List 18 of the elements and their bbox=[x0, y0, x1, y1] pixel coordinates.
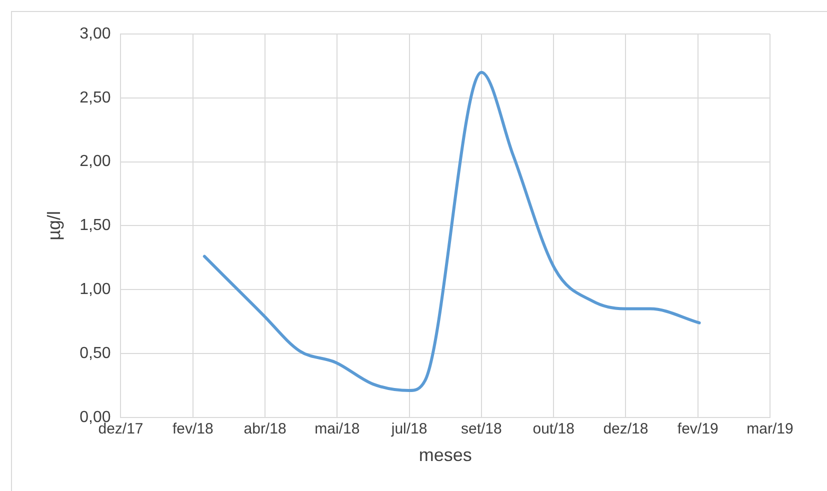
x-tick-label: jul/18 bbox=[390, 420, 428, 438]
y-tick-label: 0,50 bbox=[80, 344, 111, 362]
x-tick-label: out/18 bbox=[532, 420, 574, 438]
y-tick-label: 1,50 bbox=[80, 217, 111, 234]
x-axis-title: meses bbox=[418, 445, 472, 466]
x-tick-label: mar/19 bbox=[746, 420, 794, 438]
line-series bbox=[202, 70, 701, 392]
x-tick-label: fev/18 bbox=[172, 420, 214, 438]
x-tick-label: mai/18 bbox=[314, 420, 360, 438]
x-tick-label: abr/18 bbox=[244, 420, 286, 438]
y-axis-title: µg/l bbox=[44, 211, 64, 240]
x-tick-label: dez/18 bbox=[603, 420, 648, 438]
y-tick-label: 3,00 bbox=[80, 25, 111, 42]
x-tick-label: set/18 bbox=[461, 420, 502, 438]
y-tick-label: 2,50 bbox=[80, 89, 111, 106]
y-tick-label: 1,00 bbox=[80, 281, 111, 298]
x-tick-label: fev/19 bbox=[677, 420, 718, 438]
y-tick-label: 2,00 bbox=[80, 153, 111, 170]
